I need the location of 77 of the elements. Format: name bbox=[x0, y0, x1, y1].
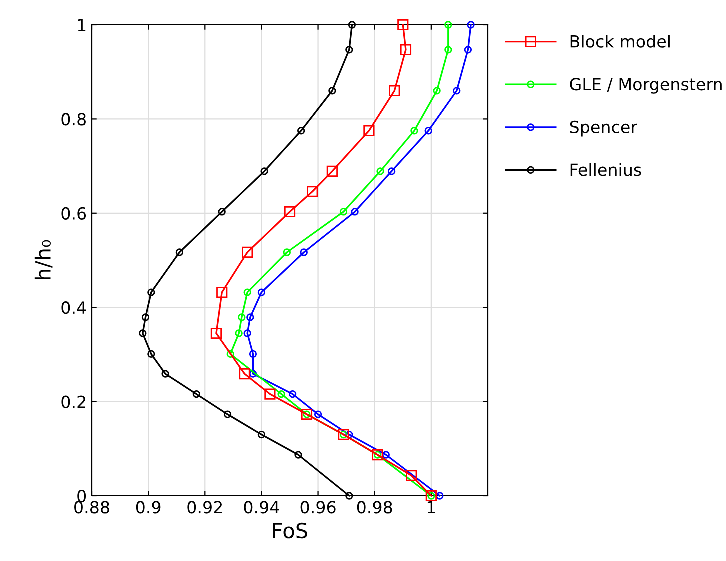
point bbox=[340, 208, 348, 216]
point bbox=[216, 286, 228, 298]
point bbox=[260, 168, 268, 176]
legend-label: GLE / Morgenstern bbox=[570, 78, 722, 94]
point bbox=[278, 390, 286, 398]
point bbox=[148, 350, 156, 358]
point bbox=[433, 87, 441, 95]
point bbox=[235, 330, 243, 338]
point bbox=[400, 44, 412, 56]
point bbox=[142, 314, 150, 322]
point bbox=[398, 19, 409, 31]
point bbox=[176, 248, 184, 256]
point bbox=[406, 470, 418, 482]
x-tick-label: 0.9 bbox=[136, 501, 161, 514]
point bbox=[346, 492, 354, 500]
legend-label: Spencer bbox=[570, 120, 638, 137]
point bbox=[464, 46, 472, 54]
point bbox=[307, 186, 318, 198]
point bbox=[289, 390, 297, 398]
y-tick-label: 0.8 bbox=[62, 113, 86, 126]
point bbox=[297, 127, 306, 135]
y-axis-title: h/h₀ bbox=[34, 240, 53, 280]
x-tick-label: 0.98 bbox=[357, 501, 392, 514]
point bbox=[148, 288, 156, 296]
point bbox=[424, 127, 432, 135]
point bbox=[192, 390, 200, 398]
point bbox=[246, 314, 254, 322]
point bbox=[314, 410, 322, 418]
point bbox=[284, 206, 296, 218]
point bbox=[244, 330, 252, 338]
point bbox=[162, 370, 170, 378]
point bbox=[210, 328, 222, 340]
x-tick-label: 0.96 bbox=[300, 501, 336, 514]
point bbox=[444, 46, 452, 54]
point bbox=[436, 492, 444, 500]
point bbox=[258, 430, 266, 439]
point bbox=[326, 166, 338, 178]
point bbox=[388, 168, 396, 176]
x-tick-label: 0.88 bbox=[74, 501, 110, 514]
point bbox=[410, 127, 418, 135]
point bbox=[224, 410, 232, 418]
point bbox=[244, 288, 252, 296]
y-tick-label: 0.6 bbox=[62, 207, 86, 220]
point bbox=[346, 46, 354, 54]
legend-label: Fellenius bbox=[570, 163, 642, 176]
y-tick-label: 0.2 bbox=[62, 396, 86, 408]
point bbox=[453, 87, 461, 95]
legend-label: Block model bbox=[570, 35, 670, 48]
point bbox=[351, 208, 359, 216]
point bbox=[239, 368, 250, 380]
point bbox=[376, 168, 384, 176]
point bbox=[218, 208, 226, 216]
point bbox=[283, 248, 291, 256]
point bbox=[238, 314, 246, 322]
y-tick-label: 0 bbox=[78, 490, 86, 503]
point bbox=[242, 246, 254, 258]
x-tick-label: 0.92 bbox=[188, 501, 222, 514]
y-tick-label: 0.4 bbox=[62, 302, 86, 314]
point bbox=[294, 451, 302, 459]
point bbox=[467, 21, 475, 29]
point bbox=[226, 350, 234, 358]
x-axis-title: FoS bbox=[273, 522, 308, 539]
point bbox=[249, 350, 258, 358]
x-tick-label: 0.94 bbox=[244, 501, 280, 514]
point bbox=[444, 21, 452, 29]
point bbox=[300, 248, 308, 256]
point bbox=[389, 85, 400, 96]
point bbox=[348, 21, 356, 29]
x-tick-label: 1 bbox=[428, 501, 436, 514]
point bbox=[258, 288, 266, 296]
y-tick-label: 1 bbox=[78, 19, 86, 32]
point bbox=[364, 125, 375, 137]
point bbox=[249, 370, 258, 378]
point bbox=[328, 87, 336, 95]
point bbox=[264, 388, 276, 400]
point bbox=[382, 451, 390, 459]
point bbox=[139, 330, 147, 338]
